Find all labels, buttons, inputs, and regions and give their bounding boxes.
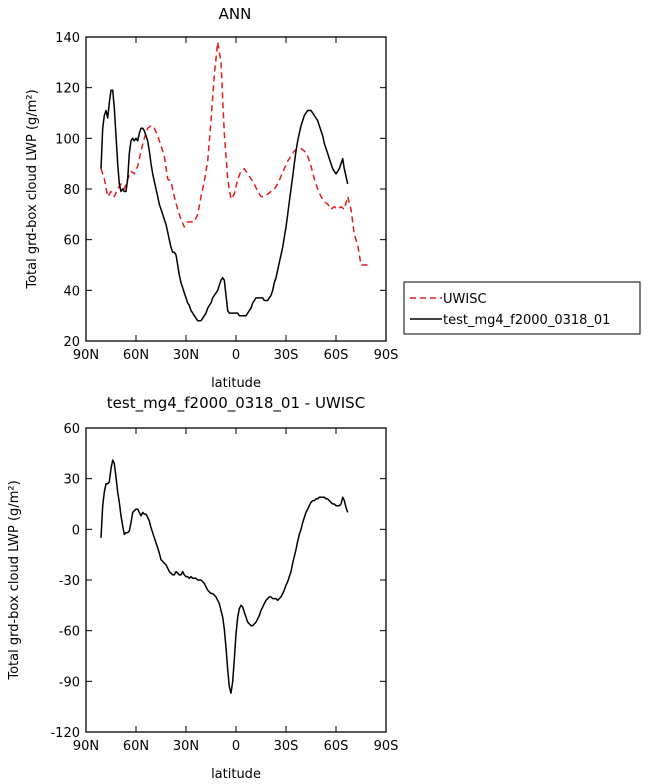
- series-line-difference: [100, 459, 349, 694]
- difference-panel: test_mg4_f2000_0318_01 - UWISC -120 -90 -6…: [7, 394, 398, 782]
- series-group: [100, 459, 349, 694]
- y-tick-label: 120: [55, 82, 80, 97]
- chart-title: ANN: [219, 5, 252, 23]
- x-axis: 90N 60N 30N 0 30S 60S 90S: [73, 37, 399, 363]
- y-tick-label: 60: [63, 234, 80, 249]
- y-tick-label: 20: [63, 335, 80, 350]
- y-axis: 20 40 60 80 100 120 140: [55, 31, 386, 350]
- y-tick-label: -30: [59, 574, 80, 589]
- y-axis-label: Total grd-box cloud LWP (g/m²): [25, 89, 40, 289]
- plot-frame: [85, 427, 387, 733]
- y-tick-label: -120: [50, 726, 80, 741]
- y-tick-label: 100: [55, 132, 80, 147]
- y-tick-label: 80: [63, 183, 80, 198]
- y-tick-label: -60: [59, 625, 80, 640]
- legend-label-test: test_mg4_f2000_0318_01: [443, 313, 610, 328]
- x-tick-label: 0: [232, 739, 240, 754]
- x-tick-label: 0: [232, 348, 240, 363]
- legend: UWISC test_mg4_f2000_0318_01: [403, 281, 641, 335]
- legend-box: [403, 281, 641, 335]
- x-tick-label: 90N: [73, 348, 99, 363]
- series-line-test-mg4-f2000-0318-01: [100, 89, 349, 322]
- x-tick-label: 90S: [374, 348, 399, 363]
- x-axis-label: latitude: [211, 376, 261, 391]
- plot-frame: [85, 36, 387, 342]
- series-group: [100, 41, 368, 322]
- y-axis: -120 -90 -60 -30 0 30 60: [50, 422, 386, 741]
- x-tick-label: 60S: [324, 348, 349, 363]
- y-tick-label: -90: [59, 675, 80, 690]
- x-tick-label: 60N: [123, 348, 149, 363]
- y-tick-label: 40: [63, 284, 80, 299]
- x-tick-label: 30N: [173, 348, 199, 363]
- x-axis-label: latitude: [211, 767, 261, 782]
- x-tick-label: 90N: [73, 739, 99, 754]
- y-tick-label: 140: [55, 31, 80, 46]
- y-tick-label: 30: [63, 473, 80, 488]
- x-axis: 90N 60N 30N 0 30S 60S 90S: [73, 428, 399, 754]
- x-tick-label: 90S: [374, 739, 399, 754]
- y-tick-label: 60: [63, 422, 80, 437]
- x-tick-label: 30N: [173, 739, 199, 754]
- x-tick-label: 60N: [123, 739, 149, 754]
- x-tick-label: 30S: [274, 348, 299, 363]
- x-tick-label: 60S: [324, 739, 349, 754]
- legend-label-uwisc: UWISC: [443, 292, 487, 307]
- y-axis-label: Total grd-box cloud LWP (g/m²): [7, 480, 22, 680]
- chart-title: test_mg4_f2000_0318_01 - UWISC: [107, 394, 365, 413]
- y-tick-label: 0: [72, 523, 80, 538]
- x-tick-label: 30S: [274, 739, 299, 754]
